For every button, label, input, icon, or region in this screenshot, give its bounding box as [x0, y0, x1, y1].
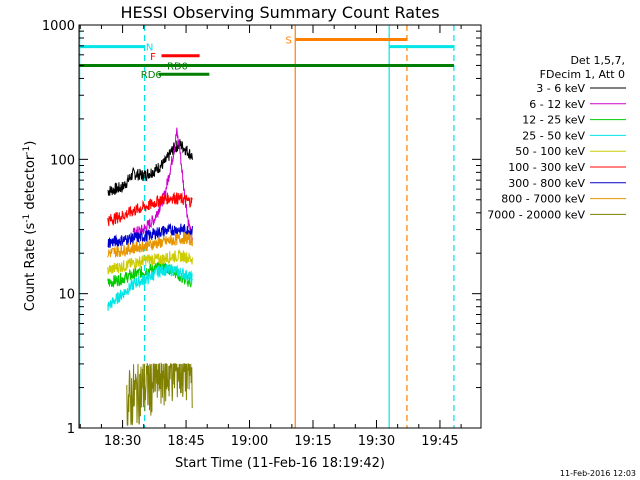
y-axis-label: Count Rate (s-1 detector-1): [22, 141, 38, 312]
y-tick-label: 1: [67, 422, 75, 437]
x-tick-label: 19:15: [294, 434, 331, 449]
legend-header: FDecim 1, Att 0: [540, 68, 625, 81]
legend-label: 3 - 6 keV: [536, 82, 585, 95]
footer-date: 11-Feb-2016 12:03: [560, 469, 636, 478]
legend-label: 7000 - 20000 keV: [487, 208, 585, 221]
x-tick-label: 19:00: [231, 434, 268, 449]
series-line: [107, 248, 193, 275]
chart-flags-group: NF RD0 RD6 S: [79, 35, 454, 81]
legend-label: 300 - 800 keV: [508, 177, 585, 190]
series-line: [107, 139, 193, 196]
legend: Det 1,5,7,FDecim 1, Att 03 - 6 keV 6 - 12…: [487, 54, 626, 221]
legend-label: 6 - 12 keV: [529, 98, 585, 111]
series-line: [126, 362, 193, 426]
chart-title: HESSI Observing Summary Count Rates: [120, 3, 439, 22]
flag-label: RD0: [167, 61, 188, 72]
x-tick-label: 19:30: [358, 434, 395, 449]
series-line: [107, 192, 193, 227]
y-tick-label: 1000: [42, 19, 75, 34]
flag-label: F: [150, 52, 156, 63]
flag-label: N: [146, 43, 153, 54]
legend-header: Det 1,5,7,: [570, 54, 625, 67]
legend-label: 50 - 100 keV: [515, 145, 585, 158]
y-tick-label: 10: [58, 288, 75, 303]
chart-lines-group: [79, 25, 455, 428]
y-tick-label: 100: [50, 153, 75, 168]
flag-label: RD6: [141, 70, 162, 81]
series-line: [107, 222, 193, 248]
series-line: [132, 127, 193, 244]
legend-label: 25 - 50 keV: [522, 129, 585, 142]
x-tick-label: 19:45: [421, 434, 458, 449]
flag-label: S: [286, 35, 292, 46]
series-line: [107, 264, 193, 311]
legend-label: 12 - 25 keV: [522, 114, 585, 127]
plot-frame: [78, 24, 482, 429]
x-tick-label: 18:45: [167, 434, 204, 449]
legend-label: 800 - 7000 keV: [501, 193, 585, 206]
legend-label: 100 - 300 keV: [508, 161, 585, 174]
series-line: [107, 231, 193, 258]
chart-axes-group: 18:30 18:45 19:00 19:15 19:30 19:45 1 10 100 1000: [42, 19, 481, 449]
x-tick-label: 18:30: [104, 434, 141, 449]
x-axis-label: Start Time (11-Feb-16 18:19:42): [175, 456, 385, 471]
chart-series-group: [107, 127, 193, 426]
